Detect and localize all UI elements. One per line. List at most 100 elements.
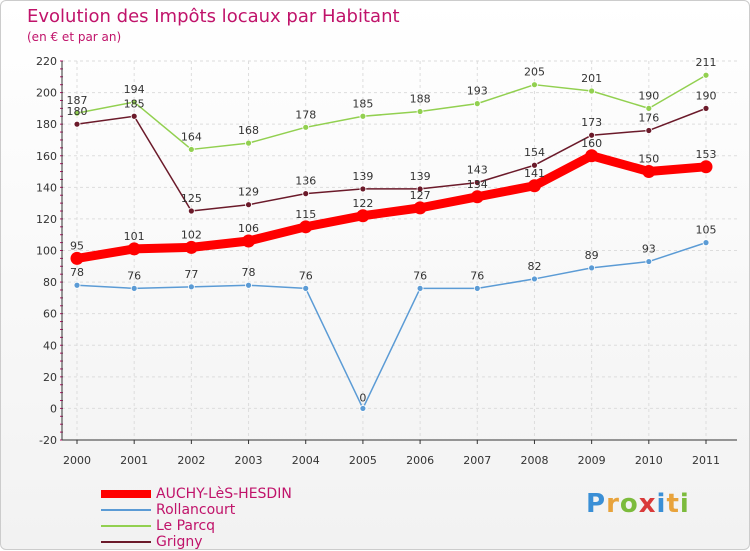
data-point xyxy=(299,220,313,234)
data-label: 136 xyxy=(295,175,316,188)
data-point xyxy=(416,108,424,115)
x-tick-label: 2011 xyxy=(692,454,720,467)
data-point xyxy=(73,120,81,128)
y-tick-label: 0 xyxy=(50,402,57,415)
chart-title: Evolution des Impôts locaux par Habitant xyxy=(27,6,400,27)
data-label: 76 xyxy=(470,269,484,282)
data-label: 76 xyxy=(127,269,141,282)
y-tick-label: 100 xyxy=(36,245,57,258)
data-point xyxy=(531,81,538,89)
data-point xyxy=(473,100,481,108)
data-label: 0 xyxy=(359,391,366,404)
data-point xyxy=(645,258,653,265)
data-point xyxy=(70,251,84,265)
data-point xyxy=(184,240,198,254)
data-point xyxy=(302,123,310,131)
data-label: 211 xyxy=(696,56,717,69)
data-point xyxy=(302,190,310,198)
x-tick-label: 2008 xyxy=(520,454,548,467)
data-point xyxy=(302,284,310,292)
data-label: 129 xyxy=(238,186,259,199)
data-point xyxy=(702,104,710,112)
data-label: 188 xyxy=(410,93,431,106)
series-line xyxy=(76,74,707,151)
y-tick-label: 80 xyxy=(43,276,57,289)
y-tick-label: 180 xyxy=(36,118,57,131)
data-label: 178 xyxy=(295,108,316,121)
y-tick-label: 120 xyxy=(36,213,57,226)
data-label: 190 xyxy=(638,89,659,102)
data-label: 168 xyxy=(238,124,259,137)
data-point xyxy=(73,281,81,289)
data-label: 106 xyxy=(238,222,259,235)
data-label: 164 xyxy=(181,130,202,143)
data-point xyxy=(702,239,710,247)
data-label: 76 xyxy=(299,269,313,282)
x-tick-label: 2005 xyxy=(349,454,377,467)
legend-swatch-rollancourt xyxy=(101,509,151,511)
data-label: 173 xyxy=(581,116,602,129)
series-line xyxy=(76,241,707,410)
legend-label-rollancourt: Rollancourt xyxy=(156,502,236,518)
data-point xyxy=(359,112,367,120)
data-label: 153 xyxy=(696,148,717,161)
series-auchy-l-s-hesdin: 95 101 102 106 115 122 127 134 141 160 150 153 xyxy=(70,137,717,265)
data-point xyxy=(588,264,596,272)
data-label: 125 xyxy=(181,192,202,205)
legend-swatch-le-parcq xyxy=(101,525,151,527)
data-label: 139 xyxy=(352,170,373,183)
proxiti-logo: Proxiti xyxy=(586,489,690,519)
series-line xyxy=(76,107,707,212)
y-tick-label: -20 xyxy=(39,434,57,447)
data-label: 194 xyxy=(124,83,145,96)
legend-label-grigny: Grigny xyxy=(156,534,203,550)
data-label: 205 xyxy=(524,66,545,79)
legend-label-auchy: AUCHY-LèS-HESDIN xyxy=(156,486,292,502)
y-tick-label: 140 xyxy=(36,181,57,194)
data-label: 185 xyxy=(352,97,373,110)
data-label: 143 xyxy=(467,164,488,177)
data-label: 139 xyxy=(410,170,431,183)
data-label: 180 xyxy=(67,105,88,118)
logo-letter: r xyxy=(606,489,620,519)
data-point xyxy=(588,131,596,139)
data-label: 77 xyxy=(184,268,198,281)
data-point xyxy=(642,165,656,179)
x-tick-label: 2007 xyxy=(463,454,491,467)
data-point xyxy=(531,161,538,169)
data-point xyxy=(130,98,138,106)
x-tick-label: 2004 xyxy=(292,454,320,467)
data-label: 134 xyxy=(467,178,488,191)
data-point xyxy=(699,160,713,174)
data-point xyxy=(130,112,138,120)
legend-swatch-grigny xyxy=(101,541,151,543)
data-label: 78 xyxy=(242,266,256,279)
data-point xyxy=(187,146,195,153)
data-point xyxy=(73,109,81,117)
data-label: 122 xyxy=(352,197,373,210)
data-point xyxy=(130,284,138,292)
data-point xyxy=(187,283,195,291)
y-tick-label: 220 xyxy=(36,55,57,68)
data-label: 115 xyxy=(295,208,316,221)
data-label: 160 xyxy=(581,137,602,150)
data-label: 176 xyxy=(638,111,659,124)
data-point xyxy=(585,149,599,163)
data-label: 105 xyxy=(696,224,717,237)
logo-letter: o xyxy=(619,489,639,519)
chart-subtitle: (en € et par an) xyxy=(27,30,122,44)
series-line xyxy=(72,151,711,263)
x-tick-label: 2002 xyxy=(177,454,205,467)
series-le-parcq: 187 194 164 168 178 185 188 193 205 201 190 211 xyxy=(67,56,717,153)
data-label: 187 xyxy=(67,94,88,107)
data-point xyxy=(702,71,710,79)
x-tick-label: 2009 xyxy=(578,454,606,467)
data-label: 101 xyxy=(124,230,145,243)
y-tick-label: 160 xyxy=(36,150,57,163)
legend-label-le-parcq: Le Parcq xyxy=(156,518,216,534)
data-point xyxy=(127,242,141,256)
data-point xyxy=(473,284,481,292)
series-grigny: 180 185 125 129 136 139 139 143 154 173 176 190 xyxy=(67,89,717,215)
x-tick-label: 2001 xyxy=(120,454,148,467)
